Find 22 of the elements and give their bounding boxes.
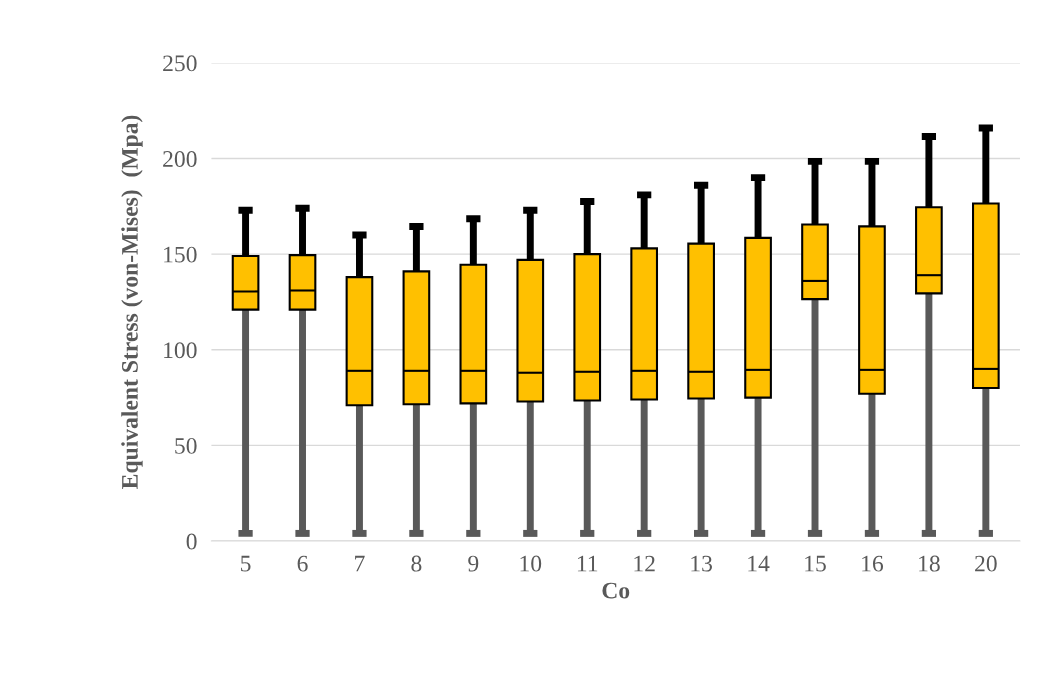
x-tick-label: 14: [748, 555, 770, 572]
y-tick-label: 200: [163, 151, 197, 167]
y-axis-title: Equivalent Stress (von-Mises) (Mpa): [121, 115, 143, 489]
x-tick-label: 10: [520, 555, 542, 572]
y-tick-label: 50: [175, 437, 197, 454]
y-tick-label: 250: [163, 55, 197, 72]
x-tick-label: 18: [919, 555, 940, 572]
x-tick-label: 8: [411, 555, 422, 572]
x-tick-label: 20: [975, 555, 997, 572]
y-tick-label: 100: [164, 342, 197, 359]
x-tick-label: 11: [577, 555, 598, 572]
y-tick-label: 150: [164, 246, 197, 263]
x-tick-label: 6: [297, 555, 308, 572]
x-tick-label: 12: [634, 555, 655, 572]
x-tick-label: 7: [355, 555, 365, 572]
x-tick-label: 5: [241, 555, 251, 572]
x-tick-label: 9: [468, 555, 479, 572]
x-tick-label: 13: [691, 555, 712, 572]
x-tick-label: 16: [862, 555, 884, 572]
x-tick-label: 15: [805, 555, 826, 572]
y-tick-label: 0: [186, 533, 197, 550]
x-axis-title: Co: [602, 582, 630, 599]
